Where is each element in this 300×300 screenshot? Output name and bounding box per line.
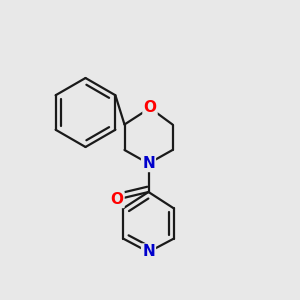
Text: N: N [142, 244, 155, 260]
Text: O: O [143, 100, 157, 116]
Text: N: N [142, 156, 155, 171]
Text: O: O [110, 192, 124, 207]
